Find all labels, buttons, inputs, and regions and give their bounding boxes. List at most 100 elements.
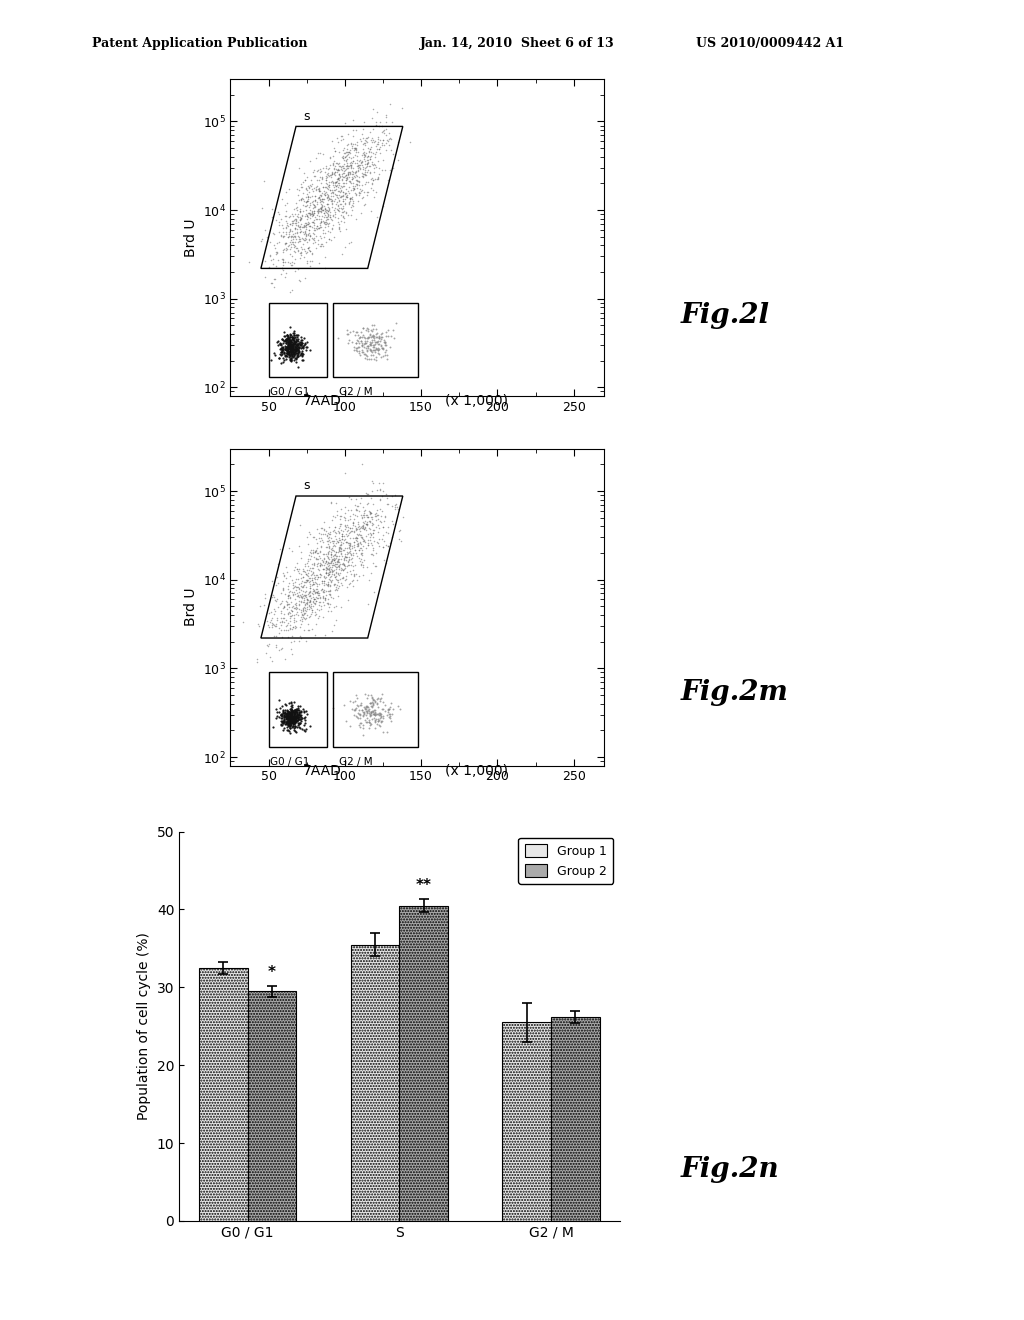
Point xyxy=(278,331,294,352)
Point xyxy=(265,614,282,635)
Point xyxy=(365,339,381,360)
Point xyxy=(298,216,314,238)
Point xyxy=(322,187,338,209)
Point xyxy=(306,190,323,211)
Point xyxy=(370,515,386,536)
Point xyxy=(312,548,329,569)
Point xyxy=(352,506,369,527)
Point xyxy=(278,610,294,631)
Point xyxy=(289,222,305,243)
Point xyxy=(292,207,308,228)
Point xyxy=(306,593,323,614)
Point xyxy=(293,207,309,228)
Point xyxy=(290,334,306,355)
Point xyxy=(339,525,355,546)
Point xyxy=(328,152,344,173)
Point xyxy=(371,133,387,154)
Point xyxy=(289,558,305,579)
Point xyxy=(313,198,330,219)
Point xyxy=(353,322,370,343)
Point xyxy=(288,338,304,359)
Point xyxy=(364,132,380,153)
Point xyxy=(335,140,351,161)
Point xyxy=(362,702,379,723)
Point xyxy=(276,339,293,360)
Point xyxy=(337,557,353,578)
Point xyxy=(374,698,390,719)
Point xyxy=(284,325,300,346)
Point xyxy=(370,532,386,553)
Point xyxy=(342,539,358,560)
Point xyxy=(281,708,297,729)
Point xyxy=(341,549,357,570)
Point xyxy=(289,346,305,367)
Point xyxy=(290,343,306,364)
Point xyxy=(257,583,273,605)
Point xyxy=(288,337,304,358)
Point xyxy=(287,709,303,730)
Point xyxy=(307,190,324,211)
Point xyxy=(303,539,319,560)
Point xyxy=(293,189,309,210)
Point xyxy=(284,226,300,247)
Point xyxy=(278,706,294,727)
Point xyxy=(362,168,379,189)
Point xyxy=(259,615,275,636)
Point xyxy=(305,197,322,218)
Point xyxy=(284,231,300,252)
Point xyxy=(342,321,358,342)
Point xyxy=(300,224,316,246)
Point xyxy=(351,180,368,201)
Point xyxy=(295,598,311,619)
Point xyxy=(274,257,291,279)
Point xyxy=(361,693,378,714)
Point xyxy=(294,350,310,371)
Point xyxy=(296,220,312,242)
Point xyxy=(298,337,314,358)
Point xyxy=(334,568,350,589)
Point xyxy=(346,162,362,183)
Point xyxy=(337,569,353,590)
Point xyxy=(319,197,336,218)
Point xyxy=(280,338,296,359)
Point xyxy=(365,99,381,120)
Point xyxy=(316,624,333,645)
Point xyxy=(322,205,338,226)
Point xyxy=(333,180,349,201)
Point xyxy=(276,565,293,586)
Point xyxy=(281,338,297,359)
Point xyxy=(368,338,384,359)
Point xyxy=(291,700,307,721)
Point xyxy=(345,193,361,214)
Point xyxy=(265,715,282,737)
Point xyxy=(305,205,322,226)
Point xyxy=(284,331,300,352)
Point xyxy=(285,583,301,605)
Point xyxy=(274,711,291,733)
Point xyxy=(298,589,314,610)
Point xyxy=(281,215,297,236)
Point xyxy=(297,556,313,577)
Point xyxy=(292,210,308,231)
Point xyxy=(305,527,322,548)
Point xyxy=(289,347,305,368)
Point xyxy=(276,343,293,364)
Point xyxy=(319,194,336,215)
Point xyxy=(318,166,335,187)
Point xyxy=(323,165,339,186)
Point xyxy=(288,325,304,346)
Point xyxy=(301,595,317,616)
Point xyxy=(312,554,329,576)
Point xyxy=(271,611,288,632)
Point xyxy=(287,715,303,737)
Point xyxy=(357,319,374,341)
Point xyxy=(285,715,301,737)
Point xyxy=(338,173,354,194)
Point xyxy=(364,470,380,491)
Point xyxy=(316,227,333,248)
Point xyxy=(321,574,337,595)
Point xyxy=(329,504,345,525)
Point xyxy=(357,700,374,721)
Point xyxy=(293,564,309,585)
Point xyxy=(347,183,364,205)
